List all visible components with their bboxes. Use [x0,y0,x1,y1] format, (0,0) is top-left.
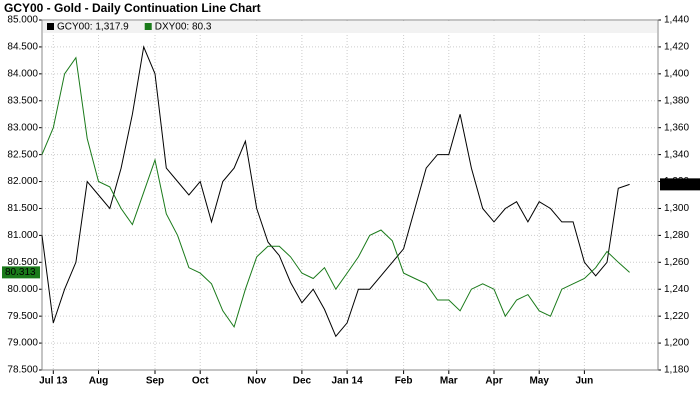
y2-tick-label: 1,240 [664,284,689,295]
y-tick-label: 84.000 [7,68,38,79]
y2-tick-label: 1,180 [664,365,689,376]
y2-tick-label: 1,440 [664,15,689,26]
y2-tick-label: 1,200 [664,338,689,349]
y2-tick-label: 1,260 [664,257,689,268]
x-tick-label: Aug [89,376,108,387]
y-tick-label: 80.000 [7,284,38,295]
x-tick-label: Jun [576,376,594,387]
legend-band [43,21,657,33]
plot-area [42,20,658,370]
y-tick-label: 79.000 [7,338,38,349]
y-tick-label: 83.000 [7,122,38,133]
x-tick-label: Dec [293,376,312,387]
y-tick-label: 80.500 [7,257,38,268]
y2-tick-label: 1,400 [664,68,689,79]
x-tick-label: Apr [485,376,502,387]
y-tick-label: 83.500 [7,95,38,106]
series-line [41,56,630,329]
y-tick-label: 81.000 [7,230,38,241]
chart-title: GCY00 - Gold - Daily Continuation Line C… [4,1,261,15]
series-line [41,45,630,338]
legend-label: DXY00: 80.3 [155,22,212,33]
last-value-label: 1,317.9 [663,179,697,190]
y-tick-label: 78.500 [7,365,38,376]
last-value-label: 80.313 [5,267,36,278]
y2-tick-label: 1,420 [664,42,689,53]
last-value-box [2,266,40,279]
y2-tick-label: 1,220 [664,311,689,322]
x-tick-label: May [529,376,549,387]
y2-tick-label: 1,340 [664,149,689,160]
x-tick-label: Mar [440,376,458,387]
y-tick-label: 82.000 [7,176,38,187]
x-tick-label: Sep [146,376,164,387]
legend-swatch [47,23,54,30]
y-tick-label: 85.000 [7,15,38,26]
y2-tick-label: 1,280 [664,230,689,241]
y-tick-label: 81.500 [7,203,38,214]
plot-border [41,19,659,371]
x-tick-label: Jan 14 [332,376,364,387]
y2-tick-label: 1,360 [664,122,689,133]
y2-tick-label: 1,300 [664,203,689,214]
x-tick-label: Nov [247,376,266,387]
x-tick-label: Feb [395,376,413,387]
x-tick-label: Jul 13 [39,376,68,387]
last-value-box [660,178,700,191]
legend-swatch [144,23,152,30]
y-tick-label: 82.500 [7,149,38,160]
y-tick-label: 84.500 [7,42,38,53]
legend-label: GCY00: 1,317.9 [57,22,129,33]
y2-tick-label: 1,380 [664,95,689,106]
y-tick-label: 79.500 [7,311,38,322]
x-tick-label: Oct [192,376,209,387]
